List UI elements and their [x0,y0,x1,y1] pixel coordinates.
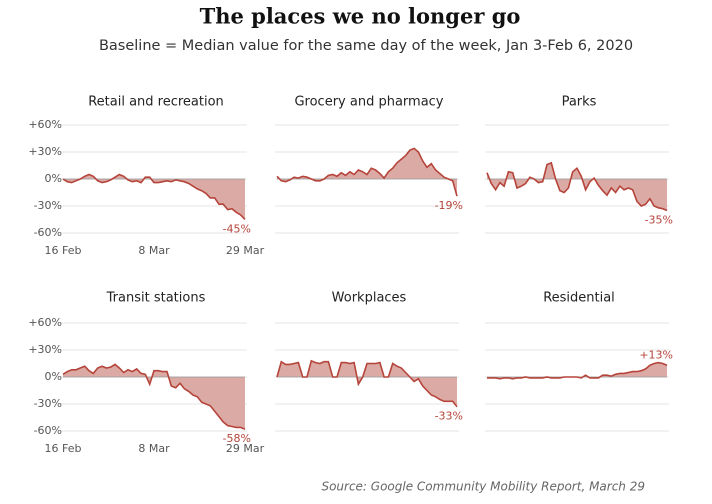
value-label: -19% [435,199,463,212]
panel-title: Transit stations [106,291,206,306]
chart-subtitle: Baseline = Median value for the same day… [99,38,633,54]
x-tick-label: 16 Feb [45,442,82,455]
y-tick-label: +30% [28,343,62,356]
line [62,173,246,221]
y-tick-label: -30% [34,397,62,410]
panel-title: Workplaces [332,291,407,306]
value-label: -58% [223,432,251,445]
line [276,147,458,197]
x-tick-label: 29 Mar [226,244,265,257]
area [63,174,245,220]
y-tick-label: +60% [28,118,62,131]
area [487,162,667,211]
value-label: +13% [639,348,673,361]
value-label: -35% [645,214,673,227]
panel-title: Grocery and pharmacy [294,95,443,110]
y-tick-label: -60% [34,424,62,437]
value-label: -45% [223,223,251,236]
area [63,364,245,430]
source: Source: Google Community Mobility Report… [321,480,645,494]
area [487,362,667,379]
area [277,360,457,407]
value-label: -33% [435,410,463,423]
line [487,361,668,380]
x-tick-label: 8 Mar [138,244,170,257]
y-tick-label: 0% [45,370,62,383]
panel-title: Residential [543,291,615,306]
chart-title: The places we no longer go [200,4,521,29]
line [486,161,668,212]
x-tick-label: 16 Feb [45,244,82,257]
y-tick-label: +60% [28,316,62,329]
area [277,148,457,197]
line [62,363,246,430]
line [276,359,458,408]
x-tick-label: 29 Mar [226,442,265,455]
y-tick-label: -30% [34,199,62,212]
y-tick-label: +30% [28,145,62,158]
y-tick-label: 0% [45,172,62,185]
y-tick-label: -60% [34,226,62,239]
x-tick-label: 8 Mar [138,442,170,455]
panel-title: Retail and recreation [88,95,224,110]
panel-title: Parks [562,95,597,110]
